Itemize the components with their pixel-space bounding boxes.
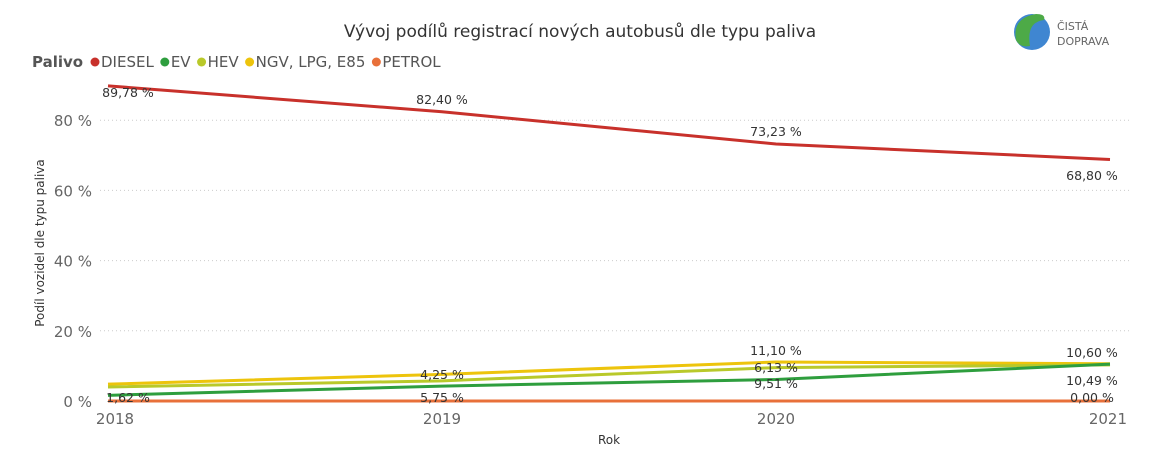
y-tick-label: 60 % xyxy=(54,182,92,200)
legend-marker xyxy=(160,57,170,67)
data-label: 68,80 % xyxy=(1066,168,1118,183)
y-axis-label: Podíl vozidel dle typu paliva xyxy=(33,159,47,327)
y-tick-label: 0 % xyxy=(63,393,92,411)
chart-title: Vývoj podílů registrací nových autobusů … xyxy=(344,22,816,42)
data-label: 11,10 % xyxy=(750,343,802,358)
logo-leaf-icon xyxy=(1015,14,1045,47)
logo-text-1: ČISTÁ xyxy=(1057,20,1089,33)
series-line-ngv-lpg-e-[interactable] xyxy=(107,360,1111,386)
legend-marker xyxy=(371,57,381,67)
x-axis-label: Rok xyxy=(598,433,620,447)
data-label: 9,51 % xyxy=(754,376,798,391)
legend-item[interactable]: HEV xyxy=(208,53,240,71)
legend: Palivo DIESEL EV HEV NGV, LPG, E85 PETROL xyxy=(32,53,441,71)
data-label: 89,78 % xyxy=(102,85,154,100)
data-label: 73,23 % xyxy=(750,124,802,139)
x-tick-label: 2020 xyxy=(757,410,795,428)
legend-title: Palivo xyxy=(32,53,83,71)
x-tick-label: 2018 xyxy=(96,410,134,428)
data-label: 5,75 % xyxy=(420,390,464,405)
data-label: 10,60 % xyxy=(1066,345,1118,360)
y-tick-label: 40 % xyxy=(54,253,92,271)
legend-marker xyxy=(90,57,100,67)
series-line-diesel[interactable] xyxy=(107,84,1111,162)
y-tick-label: 20 % xyxy=(54,323,92,341)
data-label: 4,25 % xyxy=(420,367,464,382)
logo-text-2: DOPRAVA xyxy=(1057,35,1110,48)
legend-item[interactable]: DIESEL xyxy=(101,53,154,71)
legend-item[interactable]: NGV, LPG, E85 xyxy=(256,53,366,71)
data-label: 0,00 % xyxy=(1070,390,1114,405)
legend-marker xyxy=(197,57,207,67)
legend-item[interactable]: EV xyxy=(171,53,191,71)
y-tick-label: 80 % xyxy=(54,112,92,130)
data-label: 6,13 % xyxy=(754,360,798,375)
logo: ČISTÁ DOPRAVA xyxy=(1014,14,1110,50)
series-line-hev[interactable] xyxy=(107,363,1111,389)
x-tick-label: 2019 xyxy=(423,410,461,428)
data-label: 1,62 % xyxy=(106,390,150,405)
x-tick-label: 2021 xyxy=(1089,410,1127,428)
legend-marker xyxy=(245,57,255,67)
series-line-ev[interactable] xyxy=(107,362,1111,397)
legend-item[interactable]: PETROL xyxy=(382,53,441,71)
data-label: 82,40 % xyxy=(416,92,468,107)
data-label: 10,49 % xyxy=(1066,373,1118,388)
